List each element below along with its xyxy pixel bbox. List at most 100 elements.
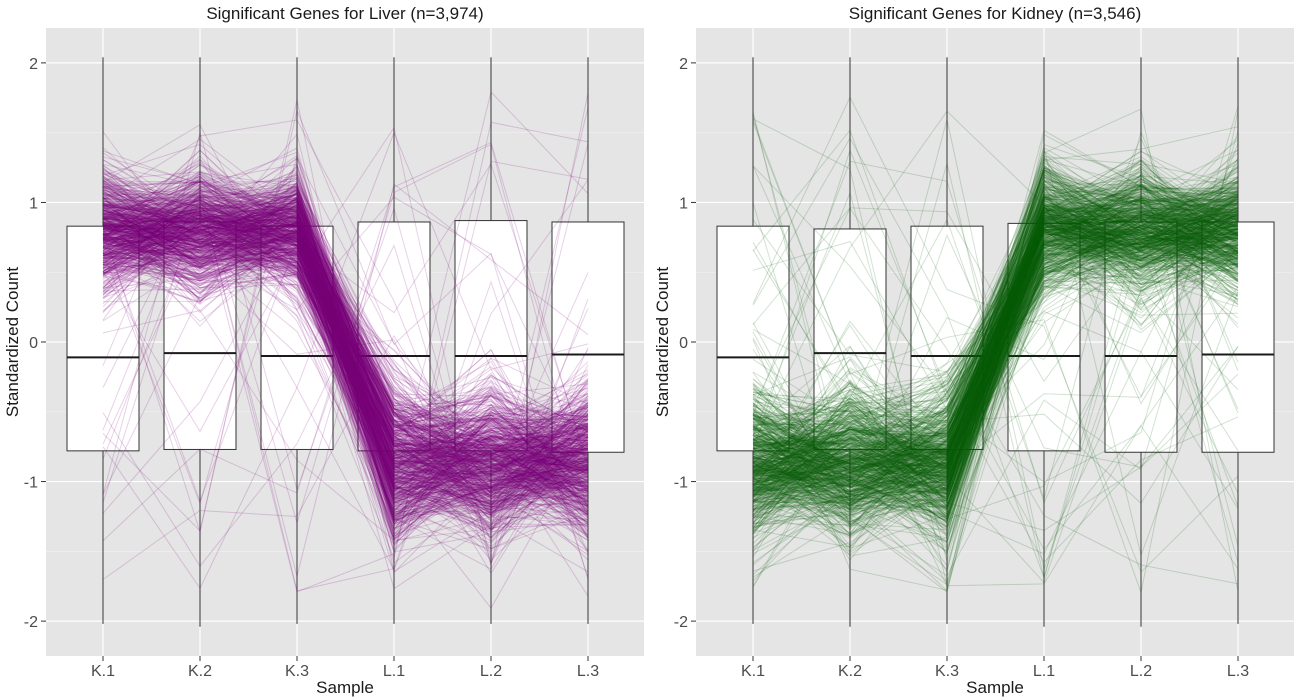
gene-profile xyxy=(102,220,589,480)
gene-profile xyxy=(752,201,1239,485)
gene-profile xyxy=(102,203,589,486)
gene-profile xyxy=(752,198,1239,479)
gene-profile xyxy=(752,230,1239,484)
gene-profile xyxy=(752,225,1239,513)
gene-profile xyxy=(752,220,1239,506)
gene-profile xyxy=(752,182,1239,423)
gene-profile xyxy=(102,249,589,530)
gene-profile xyxy=(752,201,1239,497)
gene-profile xyxy=(752,175,1239,479)
gene-profile xyxy=(752,195,1239,487)
gene-profile xyxy=(752,195,1239,514)
gene-profile xyxy=(752,203,1239,543)
gene-profile xyxy=(102,205,589,529)
gene-profile xyxy=(102,197,589,465)
gene-profile xyxy=(102,224,589,476)
gene-profile xyxy=(102,209,589,473)
gene-profile xyxy=(102,162,589,484)
gene-profile xyxy=(752,144,1239,496)
gene-profile xyxy=(102,188,589,501)
x-tick-label: K.1 xyxy=(741,663,765,680)
gene-profile xyxy=(102,205,589,447)
gene-profile xyxy=(102,187,589,469)
gene-profile xyxy=(102,92,589,567)
gene-profile xyxy=(752,195,1239,592)
gene-profile xyxy=(752,182,1239,465)
gene-profile xyxy=(752,169,1239,507)
gene-profile xyxy=(102,171,589,491)
gene-profile xyxy=(102,221,589,431)
gene-profile xyxy=(102,240,589,491)
gene-profile xyxy=(102,173,589,538)
gene-profile xyxy=(752,205,1239,466)
gene-profile xyxy=(752,200,1239,510)
gene-profile xyxy=(102,209,589,523)
gene-profile xyxy=(102,203,589,469)
gene-profile xyxy=(752,203,1239,522)
gene-profile xyxy=(752,199,1239,484)
gene-profile xyxy=(102,193,589,516)
x-axis-title: Sample xyxy=(966,678,1024,697)
gene-profile xyxy=(102,240,589,505)
gene-profile xyxy=(102,164,589,460)
gene-profile xyxy=(752,217,1239,567)
gene-profile xyxy=(752,200,1239,427)
gene-profile xyxy=(752,211,1239,503)
gene-profile xyxy=(752,216,1239,527)
gene-profile xyxy=(752,204,1239,462)
gene-profile xyxy=(752,200,1239,525)
gene-profile xyxy=(752,199,1239,504)
gene-profile xyxy=(102,231,589,466)
gene-profile xyxy=(102,194,589,547)
gene-profile xyxy=(752,198,1239,428)
gene-profile xyxy=(752,188,1239,474)
box-K.1 xyxy=(716,225,790,452)
gene-profile xyxy=(102,228,589,430)
gene-profile xyxy=(102,208,589,454)
gene-profile xyxy=(102,197,589,462)
box-L.2 xyxy=(1104,221,1178,453)
gene-profile xyxy=(102,200,589,512)
gene-profile xyxy=(752,186,1239,501)
gene-profile xyxy=(102,163,589,447)
gene-profile xyxy=(752,227,1239,493)
gene-profile xyxy=(752,231,1239,555)
gene-profile xyxy=(102,204,589,491)
gene-profile xyxy=(752,244,1239,504)
gene-profile xyxy=(102,195,589,488)
gene-profile xyxy=(102,198,589,450)
gene-profile xyxy=(752,203,1239,463)
gene-profile xyxy=(102,154,589,538)
gene-profile xyxy=(102,194,589,480)
gene-profile xyxy=(752,197,1239,499)
gene-profile xyxy=(752,203,1239,486)
gene-profile xyxy=(102,208,589,474)
gene-profile xyxy=(752,191,1239,469)
gene-profile xyxy=(102,197,589,456)
gene-profile xyxy=(102,189,589,504)
gene-profile xyxy=(102,237,589,546)
gene-profile xyxy=(752,202,1239,490)
gene-profile xyxy=(102,228,589,527)
gene-profile xyxy=(752,207,1239,575)
gene-profile xyxy=(752,176,1239,548)
gene-profile xyxy=(102,239,589,460)
gene-profile xyxy=(752,194,1239,511)
gene-profile xyxy=(102,190,589,467)
gene-profile xyxy=(102,193,589,463)
gene-profile xyxy=(102,202,589,503)
gene-profile xyxy=(102,211,589,477)
gene-profile xyxy=(752,191,1239,486)
gene-profile xyxy=(102,221,589,533)
gene-profile xyxy=(102,233,589,427)
gene-profile xyxy=(102,200,589,474)
gene-profile xyxy=(102,231,589,535)
gene-profile xyxy=(752,197,1239,507)
gene-profile xyxy=(102,130,589,560)
gene-profile xyxy=(752,197,1239,487)
gene-profile xyxy=(102,207,589,457)
gene-profile xyxy=(102,217,589,484)
gene-profile xyxy=(752,205,1239,528)
gene-profile xyxy=(102,196,589,531)
y-tick-label: -1 xyxy=(674,475,688,492)
